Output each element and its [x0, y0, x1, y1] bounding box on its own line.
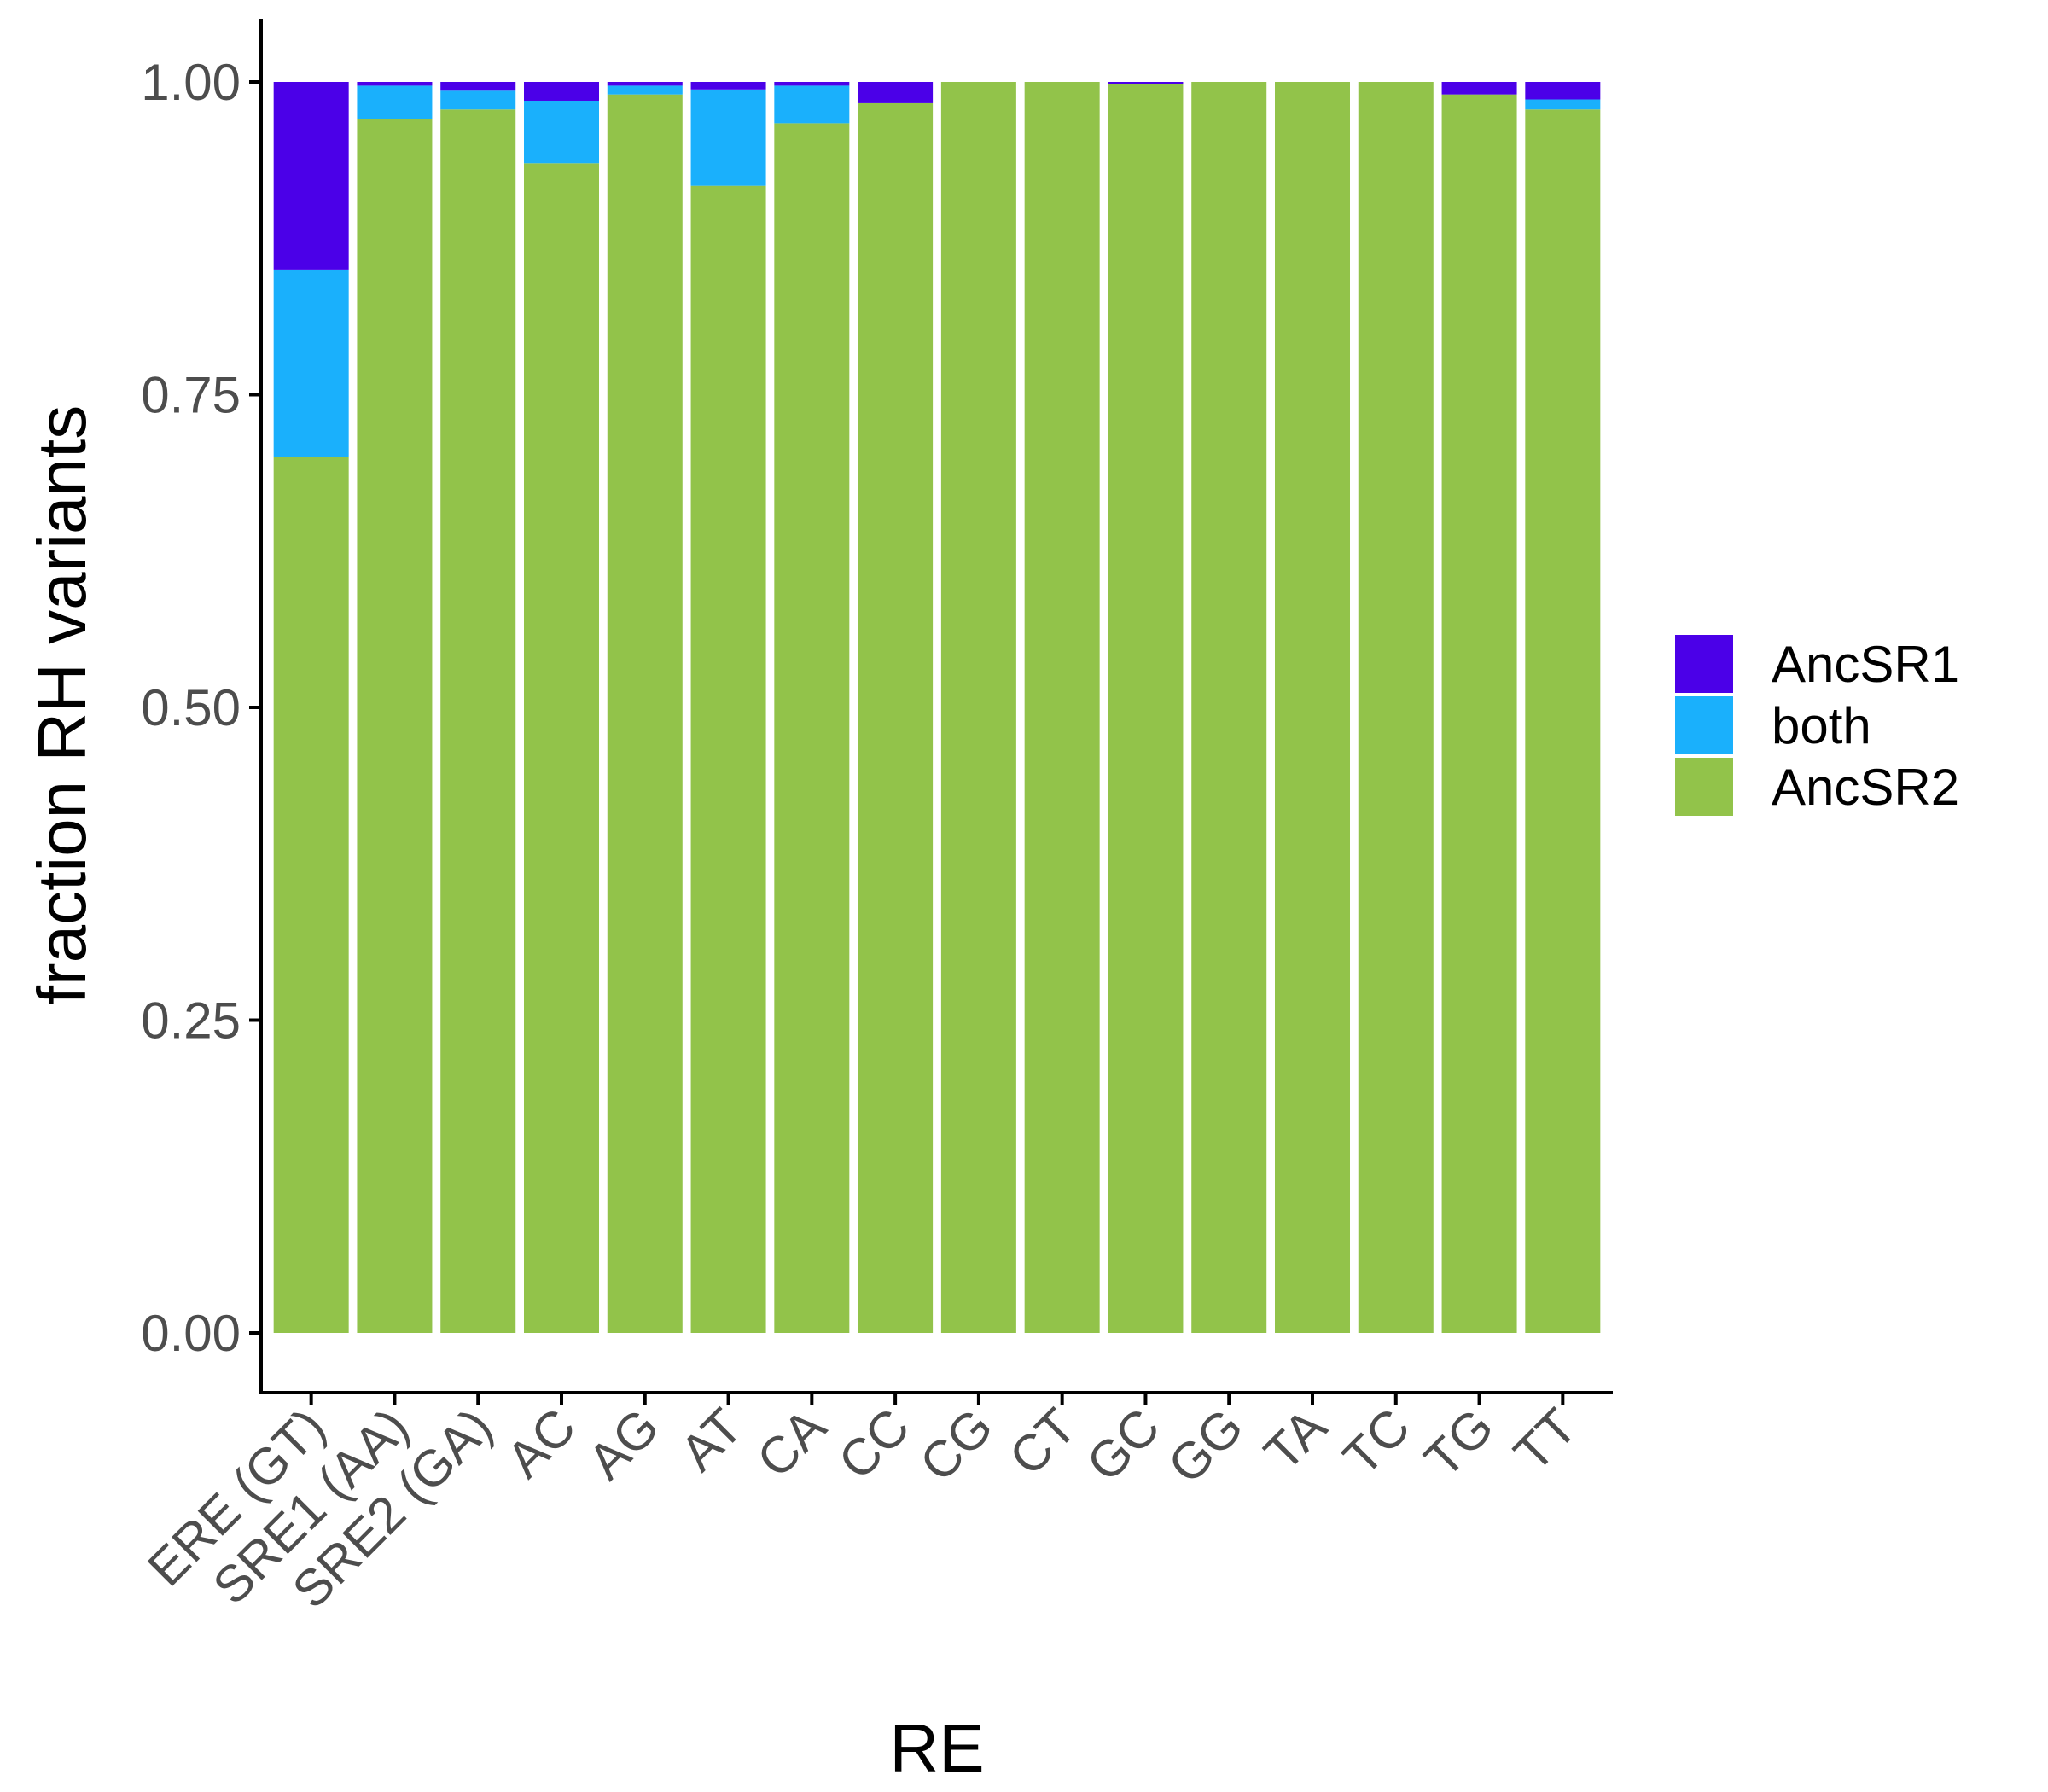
x-tick-label: AG — [577, 1398, 670, 1491]
x-tick-label: TG — [1413, 1398, 1504, 1488]
x-tick-label: TC — [1332, 1398, 1421, 1487]
bar-segment-ancsr2-5 — [690, 185, 766, 1334]
x-tick-label: CG — [909, 1398, 1004, 1492]
bar-segment-ancsr2-1 — [357, 119, 433, 1334]
y-tick-label: 0.50 — [141, 679, 241, 736]
legend-key-ancsr2 — [1675, 758, 1733, 816]
y-tick-label: 1.00 — [141, 54, 241, 111]
x-tick-label: CT — [998, 1398, 1087, 1487]
bar-segment-ancsr2-15 — [1525, 109, 1601, 1333]
legend-key-ancsr1 — [1675, 635, 1733, 693]
bar-segment-ancsr2-8 — [940, 82, 1016, 1333]
x-axis-title: RE — [889, 1710, 984, 1786]
bar-segment-ancsr1-6 — [774, 82, 850, 86]
bar-segment-both-6 — [774, 85, 850, 124]
x-tick-label: AT — [669, 1398, 753, 1481]
bar-segment-ancsr1-5 — [690, 82, 766, 90]
bar-segment-both-15 — [1525, 99, 1601, 110]
bar-segment-ancsr1-15 — [1525, 82, 1601, 100]
bar-segment-ancsr2-12 — [1275, 82, 1350, 1333]
x-tick-label: AC — [496, 1398, 586, 1488]
bar-segment-ancsr2-6 — [774, 123, 850, 1333]
x-tick-label: CC — [828, 1398, 921, 1491]
x-tick-label: TT — [1503, 1398, 1587, 1482]
bar-segment-both-0 — [273, 269, 349, 457]
bar-segment-ancsr1-14 — [1441, 82, 1517, 95]
x-tick-label: GC — [1076, 1398, 1171, 1492]
legend-key-both — [1675, 696, 1733, 754]
bar-segment-ancsr1-2 — [440, 82, 516, 91]
bars-layer — [273, 82, 1601, 1334]
bar-segment-ancsr2-13 — [1358, 82, 1434, 1333]
bar-segment-both-1 — [357, 85, 433, 119]
bar-segment-ancsr1-0 — [273, 82, 349, 270]
bar-segment-ancsr2-2 — [440, 109, 516, 1333]
bar-segment-ancsr1-7 — [858, 82, 934, 103]
bar-segment-ancsr2-10 — [1108, 84, 1184, 1333]
bar-segment-ancsr2-11 — [1191, 82, 1267, 1333]
bar-segment-ancsr2-0 — [273, 457, 349, 1333]
bar-segment-ancsr2-9 — [1024, 82, 1100, 1333]
x-tick-label: CA — [746, 1398, 836, 1488]
legend-label-ancsr1: AncSR1 — [1772, 636, 1959, 693]
bar-segment-both-5 — [690, 89, 766, 186]
legend-label-both: both — [1772, 697, 1871, 754]
x-tick-label: GG — [1157, 1398, 1254, 1494]
bar-segment-ancsr2-7 — [858, 102, 934, 1333]
bar-segment-both-2 — [440, 90, 516, 110]
y-tick-label: 0.75 — [141, 367, 241, 424]
bar-segment-ancsr2-3 — [524, 163, 599, 1333]
x-tick-label: TA — [1254, 1398, 1337, 1481]
y-ticks: 0.00 0.25 0.50 0.75 1.00 — [141, 54, 261, 1362]
bar-segment-ancsr1-3 — [524, 82, 599, 101]
y-axis-title: fraction RH variants — [24, 405, 100, 1004]
bar-segment-ancsr2-14 — [1441, 94, 1517, 1333]
legend-label-ancsr2: AncSR2 — [1772, 759, 1959, 816]
bar-segment-ancsr2-4 — [607, 94, 683, 1333]
bar-segment-ancsr1-4 — [607, 82, 683, 86]
bar-segment-ancsr1-1 — [357, 82, 433, 86]
bar-segment-both-3 — [524, 100, 599, 164]
y-tick-label: 0.25 — [141, 992, 241, 1050]
bar-segment-both-4 — [607, 85, 683, 95]
y-tick-label: 0.00 — [141, 1305, 241, 1362]
bar-segment-ancsr1-10 — [1108, 82, 1184, 84]
